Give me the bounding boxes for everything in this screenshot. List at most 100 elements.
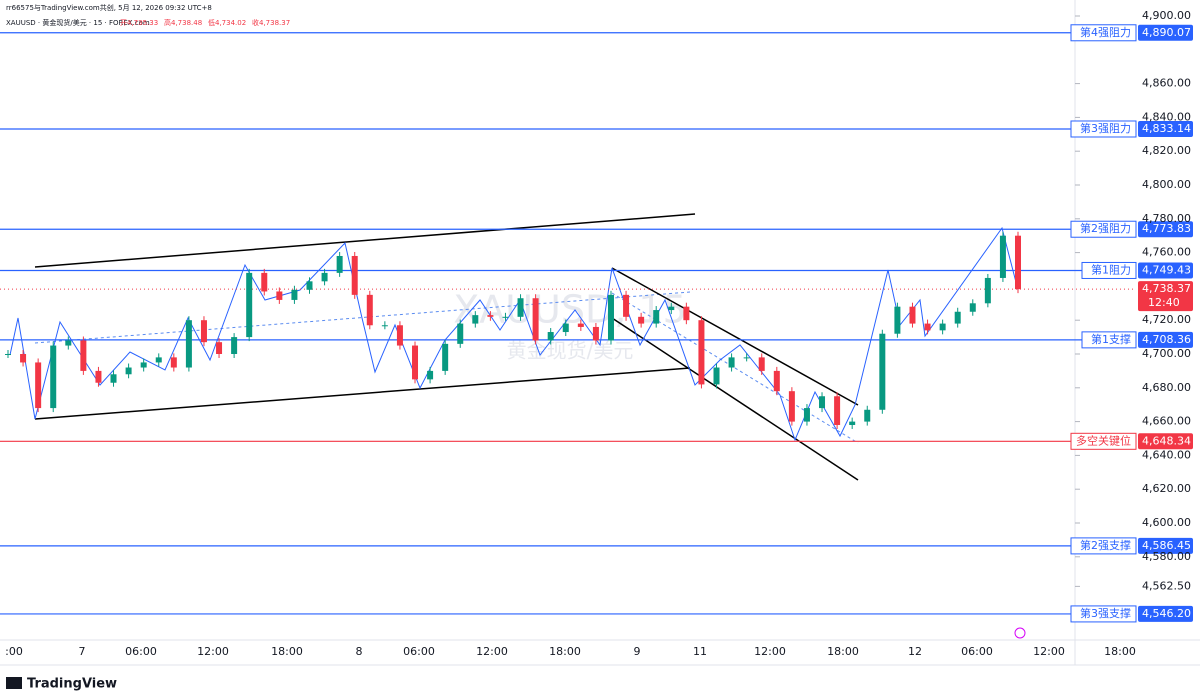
x-tick-label: 12 [908,645,922,658]
level-price: 4,648.34 [1142,434,1191,447]
x-tick-label: 18:00 [1104,645,1136,658]
channel-mid [611,292,859,444]
legend: XAUUSD · 黄金现货/美元 · 15 · FOREX.com 开4,735… [6,18,290,27]
candle-body [668,306,675,311]
x-tick-label: 7 [79,645,86,658]
level-price: 4,833.14 [1142,122,1191,135]
level-name: 第4强阻力 [1080,25,1131,39]
level-name: 第1阻力 [1091,262,1131,276]
candle-body [653,310,660,324]
candle-body [969,303,976,312]
candle-body [743,357,750,359]
candle-body [683,306,690,321]
candle-body [788,391,795,422]
level-price: 4,749.43 [1142,263,1191,276]
candle-body [381,325,388,327]
watermark: XAUUSD, 15 黄金现货/美元 [453,288,687,363]
candle-body [834,396,841,425]
candle-body [713,367,720,385]
candle-body [999,235,1006,278]
y-tick-label: 4,620.00 [1142,482,1191,495]
level-price: 4,890.07 [1142,26,1191,39]
candle-body [517,298,524,317]
last-price-box [1138,281,1193,312]
x-tick-label: 12:00 [197,645,229,658]
y-tick-label: 4,640.00 [1142,448,1191,461]
candle-body [819,396,826,409]
level-name-box [1081,261,1137,279]
x-tick-label: :00 [5,645,23,658]
candle-body [864,409,871,422]
candle-body [773,370,780,392]
candle-body [638,316,645,324]
level-price-box [1138,537,1193,554]
candle-body [276,291,283,300]
candle-body [291,289,298,300]
channel-line [611,267,859,406]
credit: rr66575与TradingView.com共创, 5月 12, 2026 0… [6,3,212,12]
level-name-box [1070,120,1137,138]
candle-body [984,277,991,304]
watermark-symbol: XAUUSD, 15 [453,288,687,332]
y-tick-label: 4,680.00 [1142,381,1191,394]
candle-body [532,298,539,341]
level-name-box [1070,24,1137,42]
candle-body [472,315,479,324]
candle-body [35,362,42,409]
brand: TradingView [27,677,117,692]
candle-body [623,294,630,317]
candle-body [607,294,614,341]
level-name: 第3强阻力 [1080,121,1131,135]
candle-body [125,367,132,375]
candle-body [502,316,509,318]
level-name: 第2强支撑 [1080,538,1131,552]
y-tick-label: 4,820.00 [1142,144,1191,157]
level-price-box [1138,24,1193,41]
channel-line [34,367,691,420]
y-tick-label: 4,720.00 [1142,313,1191,326]
candle-body [396,325,403,346]
level-price: 4,586.45 [1142,539,1191,552]
level-price: 4,546.20 [1142,607,1191,620]
level-price: 4,773.83 [1142,222,1191,235]
candle-body [728,357,735,368]
candle-body [427,370,434,380]
candle-body [155,357,162,363]
x-tick-label: 9 [634,645,641,658]
level-price-box [1138,331,1193,348]
ohlc-label: 开4,735.33 [120,19,158,27]
level-price: 4,708.36 [1142,333,1191,346]
level-name-box [1081,331,1137,349]
candle-body [954,311,961,324]
candle-body [577,323,584,327]
y-tick-label: 4,580.00 [1142,550,1191,563]
candle-body [80,340,87,371]
ohlc-label: 收4,738.37 [252,18,290,27]
channel-line [34,213,696,268]
level-name: 多空关键位 [1076,433,1131,447]
candle-body [1015,235,1021,290]
candle-body [65,340,72,346]
channel-line [611,317,859,481]
level-price-box [1138,120,1193,137]
candle-body [216,342,223,354]
candle-body [261,272,268,292]
level-price-box [1138,605,1193,622]
x-tick-label: 12:00 [1033,645,1065,658]
x-tick-label: 18:00 [549,645,581,658]
candle-body [939,323,946,331]
level-name: 第3强支撑 [1080,606,1131,620]
candle-body [336,255,343,273]
candle-body [110,374,117,383]
candle-body [306,281,313,290]
x-tick-label: 18:00 [271,645,303,658]
y-tick-label: 4,600.00 [1142,516,1191,529]
y-tick-label: 4,660.00 [1142,415,1191,428]
candle-body [95,370,102,383]
candle-body [803,408,810,422]
level-price-box [1138,262,1193,279]
candle-body [5,354,11,355]
level-name-box [1070,537,1137,555]
level-name: 第2强阻力 [1080,221,1131,235]
